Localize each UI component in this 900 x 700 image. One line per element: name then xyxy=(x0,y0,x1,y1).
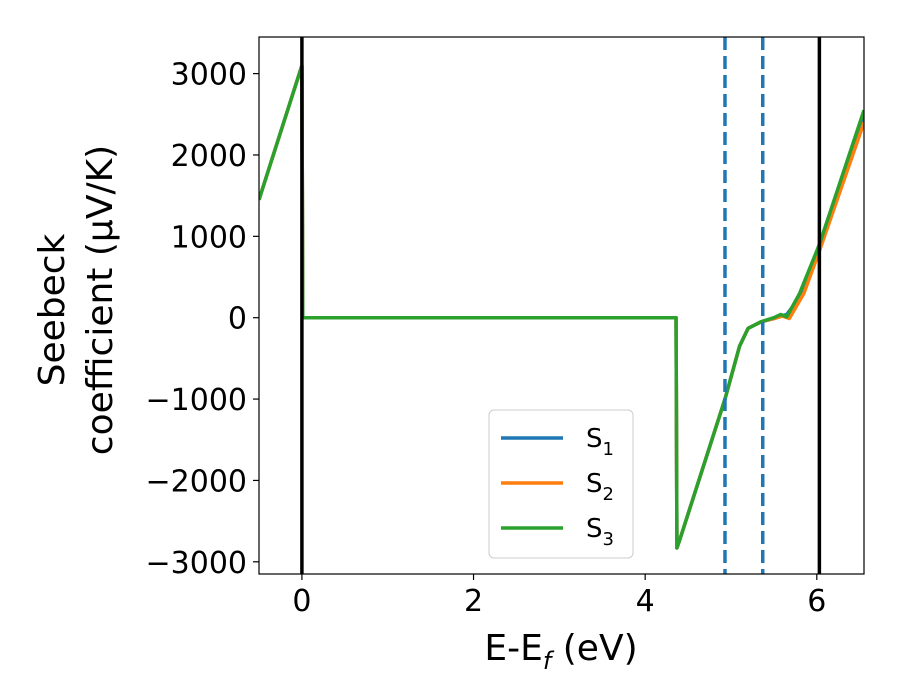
x-tick-label: 2 xyxy=(464,584,483,619)
y-tick-label: −1000 xyxy=(146,383,247,418)
y-tick-label: −3000 xyxy=(146,546,247,581)
x-tick-label: 6 xyxy=(807,584,826,619)
y-tick-label: 3000 xyxy=(171,58,247,93)
x-tick-label: 4 xyxy=(636,584,655,619)
y-axis-label-line2: coefficient (μV/K) xyxy=(80,145,121,455)
y-axis-label-line1: Seebeck xyxy=(32,233,73,386)
y-tick-label: −2000 xyxy=(146,464,247,499)
x-axis-label-unit: (eV) xyxy=(551,628,637,669)
plot-frame xyxy=(258,36,865,575)
x-tick-label: 0 xyxy=(292,584,311,619)
y-tick-label: 0 xyxy=(228,302,247,337)
legend-label-subscript: 1 xyxy=(603,439,614,460)
series-line-3 xyxy=(259,63,864,550)
y-tick-label: 1000 xyxy=(171,220,247,255)
legend-label-subscript: 3 xyxy=(603,529,614,550)
legend-label-subscript: 2 xyxy=(603,484,614,505)
y-tick-label: 2000 xyxy=(171,139,247,174)
x-axis-label: E-Ef (eV) xyxy=(484,628,637,675)
